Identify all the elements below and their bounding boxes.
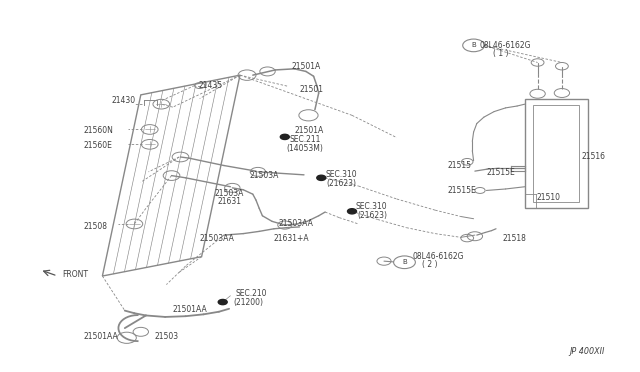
Text: 08L46-6162G: 08L46-6162G [480,41,531,50]
Text: 21508: 21508 [83,222,108,231]
Circle shape [317,175,326,180]
Text: 21503A: 21503A [250,171,279,180]
Text: 21515E: 21515E [448,186,477,195]
Text: 08L46-6162G: 08L46-6162G [413,252,464,261]
Text: 21560E: 21560E [83,141,112,150]
Text: 21516: 21516 [581,152,605,161]
Bar [525,99,588,208]
Text: B: B [402,259,407,265]
Text: (21623): (21623) [326,179,356,187]
Text: 21501AA: 21501AA [173,305,207,314]
Text: 21501A: 21501A [294,126,324,135]
Text: 21501AA: 21501AA [83,332,118,341]
Text: FRONT: FRONT [63,270,89,279]
Text: SEC.310: SEC.310 [356,202,387,211]
Text: 21430: 21430 [112,96,136,105]
Text: (21200): (21200) [234,298,264,307]
Circle shape [280,134,289,140]
Text: 21503A: 21503A [214,189,244,198]
Text: (21623): (21623) [357,211,387,219]
Text: 21435: 21435 [198,81,223,90]
Bar [533,105,579,202]
Text: 21501: 21501 [300,85,324,94]
Text: JP 400XII: JP 400XII [570,347,605,356]
Text: 21510: 21510 [536,193,561,202]
Text: B: B [471,42,476,48]
Circle shape [348,209,356,214]
Text: SEC.310: SEC.310 [325,170,356,179]
Text: ( 1 ): ( 1 ) [493,49,508,58]
Text: 21503: 21503 [155,332,179,341]
Text: 21501A: 21501A [291,62,321,71]
Text: 21560N: 21560N [83,126,113,135]
Text: 21515E: 21515E [486,169,515,177]
Text: 21631: 21631 [218,197,242,206]
Text: 21503AA: 21503AA [278,219,313,228]
Circle shape [218,299,227,305]
Text: 21503AA: 21503AA [200,234,234,243]
Text: 21631+A: 21631+A [274,234,310,243]
Text: 21518: 21518 [502,234,526,243]
Text: (14053M): (14053M) [287,144,324,153]
Text: SEC.211: SEC.211 [290,135,321,144]
Text: 21515: 21515 [448,161,472,170]
Text: SEC.210: SEC.210 [236,289,267,298]
Text: ( 2 ): ( 2 ) [422,260,438,269]
